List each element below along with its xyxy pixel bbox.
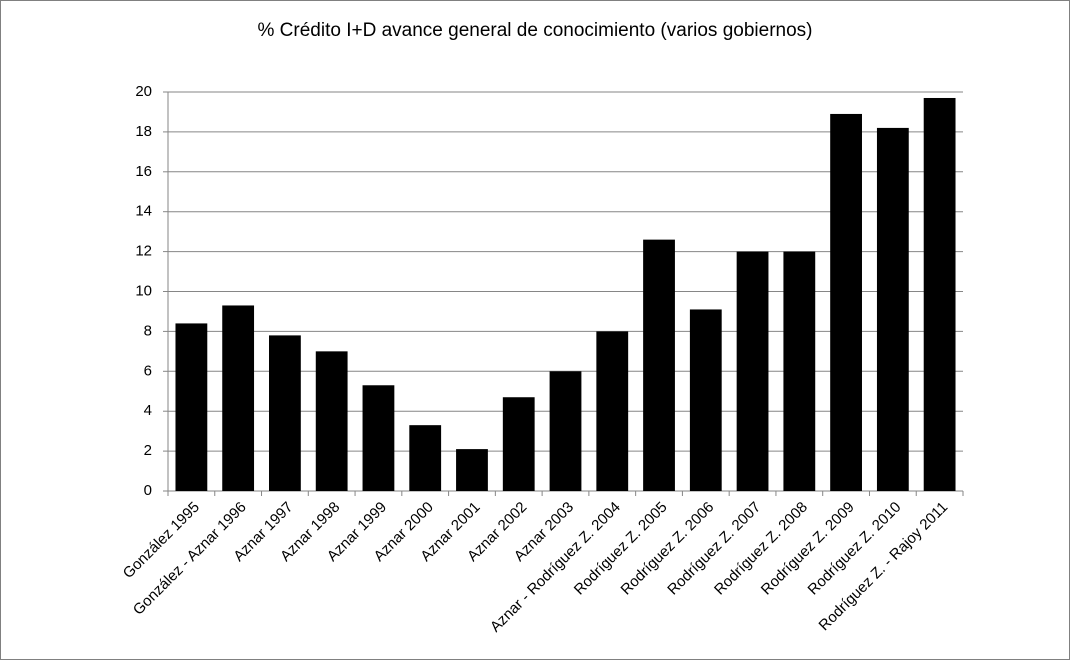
bar [783,251,816,491]
bar [409,425,442,491]
bar [876,127,909,491]
bar [923,97,956,492]
bar [736,251,769,491]
bar [830,113,862,491]
bar [549,371,582,491]
bar [222,305,255,491]
y-tick-label: 6 [144,362,152,379]
bar [689,309,722,491]
y-tick-label: 8 [144,322,152,339]
bar [596,331,629,491]
bar [643,239,675,491]
y-tick-label: 10 [135,282,152,299]
y-tick-label: 16 [135,163,152,180]
y-tick-label: 20 [135,83,152,100]
bar [269,335,301,491]
y-tick-label: 12 [135,243,152,260]
bar [502,397,535,491]
bar [456,449,488,491]
bar [175,323,208,491]
y-tick-label: 18 [135,123,152,140]
y-tick-label: 2 [144,442,152,459]
chart-title: % Crédito I+D avance general de conocimi… [258,20,813,41]
bar [315,351,348,491]
y-tick-label: 4 [144,402,152,419]
y-tick-label: 14 [135,203,152,220]
y-tick-label: 0 [144,482,152,499]
bar [362,385,395,491]
